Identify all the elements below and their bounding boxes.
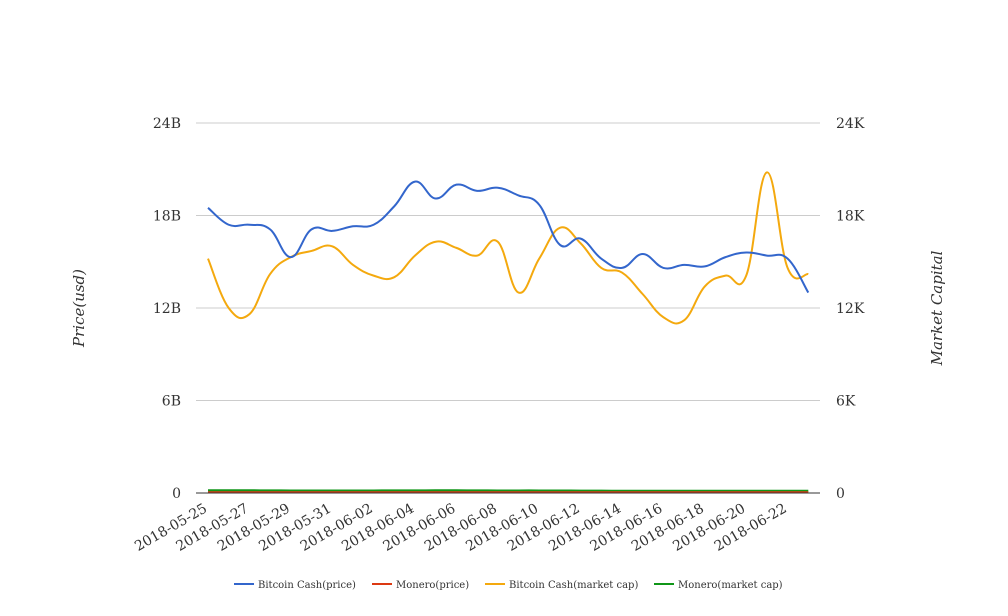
legend-label: Monero(price) [396,580,469,591]
x-axis-ticks: 2018-05-252018-05-272018-05-292018-05-31… [132,501,790,555]
y-axis-right-ticks: 0 6K 12K 18K 24K [836,116,865,502]
legend: Bitcoin Cash(price) Monero(price) Bitcoin … [234,580,783,591]
series-line-0 [207,180,810,294]
y-right-tick-label: 18K [836,209,865,225]
y-axis-left-title: Price(usd) [70,269,88,348]
y-axis-left-ticks: 0 6B 12B 18B 24B [153,116,181,502]
y-left-tick-label: 12B [153,301,181,317]
legend-label: Monero(market cap) [678,580,783,591]
y-left-tick-label: 6B [162,394,181,410]
series-layer [207,171,810,494]
y-left-tick-label: 24B [153,116,181,132]
y-left-tick-label: 0 [172,486,181,502]
y-axis-right-title: Market Capital [928,250,946,366]
grid-lines [196,122,820,401]
y-right-tick-label: 12K [836,301,865,317]
legend-label: Bitcoin Cash(market cap) [509,580,638,591]
series-line-2 [207,171,809,325]
y-left-tick-label: 18B [153,209,181,225]
y-right-tick-label: 6K [836,394,856,410]
y-right-tick-label: 0 [836,486,845,502]
y-right-tick-label: 24K [836,116,865,132]
legend-label: Bitcoin Cash(price) [258,580,356,591]
